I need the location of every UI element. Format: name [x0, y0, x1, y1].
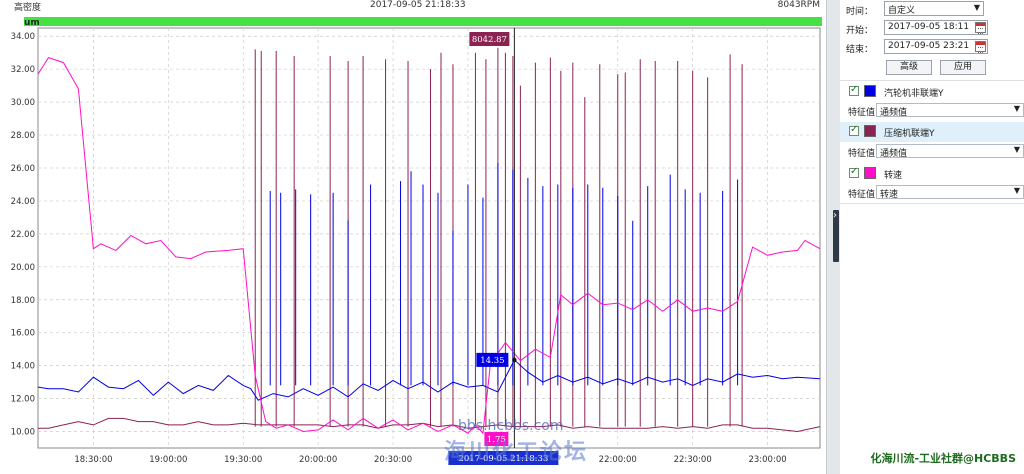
color-swatch[interactable]	[864, 125, 876, 137]
y-tick-label: 30.00	[11, 98, 35, 108]
series-item-speed[interactable]: 转速	[840, 164, 1024, 184]
chevron-down-icon: ▼	[1013, 145, 1020, 154]
calendar-icon[interactable]	[975, 41, 986, 53]
y-tick-label: 18.00	[11, 296, 35, 306]
feature-select[interactable]: 通频值 ▼	[876, 103, 1024, 118]
feature-select[interactable]: 转速 ▼	[876, 185, 1024, 200]
y-tick-label: 10.00	[11, 428, 35, 438]
calendar-icon[interactable]	[975, 22, 986, 34]
series-line-turbine	[37, 359, 821, 401]
cursor-value-speed-bg	[484, 432, 509, 446]
color-swatch[interactable]	[864, 85, 876, 97]
collapse-panel-handle[interactable]	[833, 210, 839, 262]
start-row: 开始： 2017-09-05 18:11	[840, 20, 1024, 38]
series-name: 汽轮机非联端Y	[884, 89, 944, 99]
y-tick-label: 24.00	[11, 197, 35, 207]
chevron-down-icon: ▼	[1013, 186, 1020, 195]
cursor-time-tag-bg	[448, 451, 559, 465]
series-checkbox[interactable]	[849, 124, 859, 136]
feature-select[interactable]: 通频值 ▼	[876, 144, 1024, 159]
divider	[840, 203, 1024, 204]
cursor-point	[512, 357, 517, 363]
density-label: 高密度	[14, 3, 42, 13]
x-tick-label: 22:30:00	[674, 455, 712, 465]
settings-panel: 时间： 自定义 ▼ 开始： 2017-09-05 18:11 结束： 2017-…	[840, 0, 1024, 474]
end-label: 结束：	[846, 45, 874, 55]
cursor-time-label: 2017-09-05 21:18:33	[370, 0, 466, 10]
status-bar	[24, 17, 822, 26]
cursor-value-compressor-bg	[469, 32, 510, 46]
y-tick-label: 28.00	[11, 131, 35, 141]
end-datetime-input[interactable]: 2017-09-05 23:21	[884, 39, 988, 54]
chart-header: 高密度 2017-09-05 21:18:33 8043RPM	[0, 0, 826, 14]
series-checkbox[interactable]	[849, 84, 859, 96]
y-tick-label: 20.00	[11, 263, 35, 273]
y-tick-label: 32.00	[11, 65, 35, 75]
end-datetime-value: 2017-09-05 23:21	[888, 41, 970, 51]
series-name: 压缩机联端Y	[884, 129, 935, 139]
series-name: 转速	[884, 171, 903, 181]
y-tick-label: 22.00	[11, 230, 35, 240]
trend-chart[interactable]: um 34.00 32.00 30.00 28.00 26.00 24.00 22.00 20.…	[0, 14, 826, 474]
series-item-turbine[interactable]: 汽轮机非联端Y	[840, 82, 1024, 102]
cursor-time-tag: 2017-09-05 21:18:33	[458, 454, 548, 464]
color-swatch[interactable]	[864, 167, 876, 179]
y-tick-label: 12.00	[11, 395, 35, 405]
x-tick-label: 19:00:00	[149, 455, 187, 465]
time-mode-row: 时间： 自定义 ▼	[840, 1, 1024, 19]
series-checkbox[interactable]	[849, 166, 859, 178]
series-item-compressor[interactable]: 压缩机联端Y	[840, 122, 1024, 142]
feature-row-turbine: 特征值 通频值 ▼	[840, 103, 1024, 119]
y-axis-unit: um	[24, 18, 40, 28]
feature-value: 通频值	[880, 108, 908, 118]
end-row: 结束： 2017-09-05 23:21	[840, 39, 1024, 57]
feature-label: 特征值	[848, 190, 876, 200]
series-line-speed	[37, 57, 821, 435]
cursor-value-compressor: 8042.87	[472, 35, 507, 45]
start-datetime-input[interactable]: 2017-09-05 18:11	[884, 20, 988, 35]
chevron-down-icon: ▼	[973, 3, 980, 12]
feature-value: 通频值	[880, 149, 908, 159]
y-tick-label: 26.00	[11, 164, 35, 174]
chevron-down-icon: ▼	[1013, 104, 1020, 113]
corner-watermark: 化海川流-工业社群@HCBBS	[870, 452, 1016, 465]
divider	[840, 80, 1024, 81]
plot-area	[37, 27, 821, 449]
x-tick-label: 19:30:00	[224, 455, 262, 465]
x-tick-label: 22:00:00	[599, 455, 637, 465]
cursor-value-speed: 1.75	[487, 435, 506, 445]
start-label: 开始：	[846, 26, 874, 36]
x-tick-label: 23:00:00	[748, 455, 786, 465]
x-tick-label: 20:00:00	[299, 455, 337, 465]
start-datetime-value: 2017-09-05 18:11	[888, 22, 970, 32]
watermark-url: bbs.hcbbs.com	[458, 418, 564, 434]
watermark-forum: 海川化工论坛	[444, 440, 589, 465]
time-mode-select[interactable]: 自定义 ▼	[884, 1, 984, 16]
x-tick-label: 20:30:00	[374, 455, 412, 465]
cursor-value-turbine-bg	[476, 352, 509, 367]
time-mode-value: 自定义	[888, 6, 916, 16]
feature-value: 转速	[880, 190, 899, 200]
feature-row-compressor: 特征值 通频值 ▼	[840, 144, 1024, 160]
y-tick-label: 34.00	[11, 32, 35, 42]
feature-label: 特征值	[848, 108, 876, 118]
advanced-button[interactable]: 高级	[886, 60, 932, 75]
x-tick-label: 18:30:00	[74, 455, 112, 465]
apply-button[interactable]: 应用	[940, 60, 986, 75]
y-tick-label: 16.00	[11, 329, 35, 339]
y-tick-label: 14.00	[11, 362, 35, 372]
feature-row-speed: 特征值 转速 ▼	[840, 185, 1024, 201]
cursor-value-turbine: 14.35	[480, 356, 504, 366]
time-label: 时间：	[846, 7, 874, 17]
rpm-readout: 8043RPM	[777, 0, 820, 10]
feature-label: 特征值	[848, 149, 876, 159]
